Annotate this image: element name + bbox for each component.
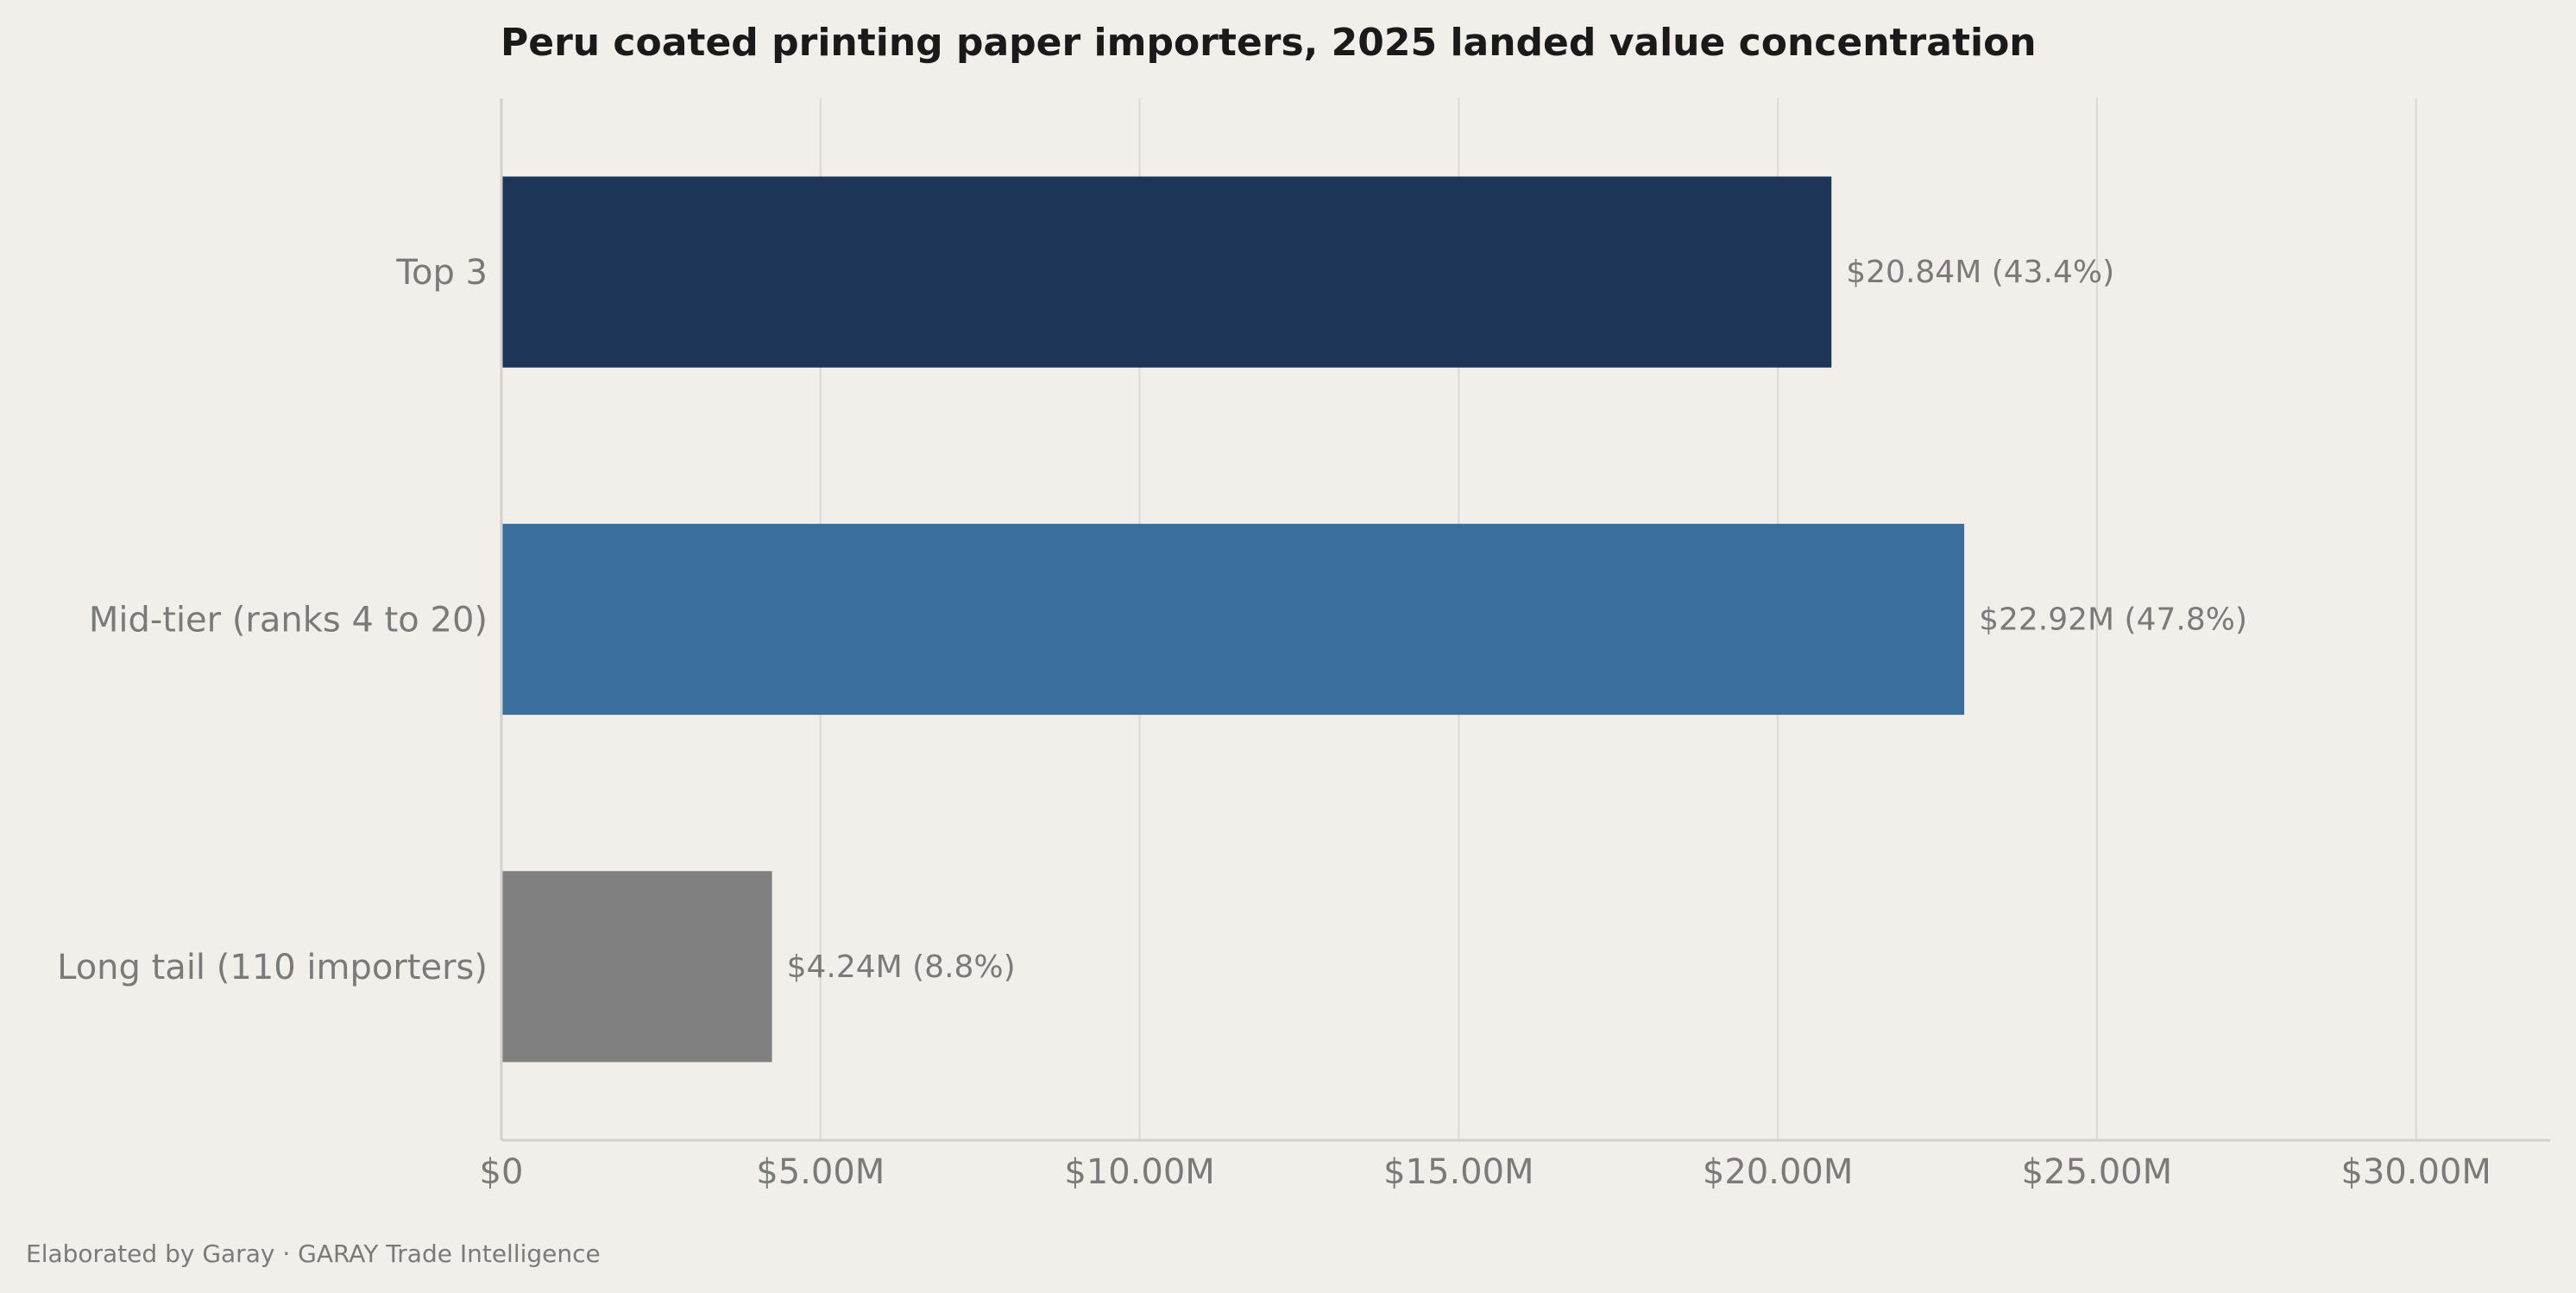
axes (500, 98, 2550, 1142)
data-label: $20.84M (43.4%) (1846, 255, 2114, 290)
x-tick-label: $25.00M (2022, 1152, 2172, 1192)
data-label: $4.24M (8.8%) (787, 949, 1016, 985)
x-tick-label: $30.00M (2340, 1152, 2491, 1192)
x-tick-label: $10.00M (1064, 1152, 1214, 1192)
bar (501, 523, 1965, 716)
x-axis-ticks: $0 $5.00M $10.00M $15.00M $20.00M $25.00M $30.… (480, 1152, 2491, 1192)
chart-title: Peru coated printing paper importers, 20… (501, 21, 2037, 65)
bars: Top 3 $20.84M (43.4%) Mid-tier (ranks 4 to… (57, 176, 2247, 1063)
data-label: $22.92M (47.8%) (1979, 602, 2247, 638)
category-label: Top 3 (395, 253, 488, 293)
x-tick-label: $20.00M (1703, 1152, 1853, 1192)
bar (501, 176, 1832, 368)
x-tick-label: $0 (480, 1152, 524, 1192)
bar (501, 871, 772, 1063)
x-tick-label: $15.00M (1383, 1152, 1534, 1192)
footer-credit: Elaborated by Garay · GARAY Trade Intell… (26, 1239, 601, 1268)
x-tick-label: $5.00M (756, 1152, 885, 1192)
category-label: Mid-tier (ranks 4 to 20) (89, 601, 488, 640)
category-label: Long tail (110 importers) (57, 948, 488, 987)
